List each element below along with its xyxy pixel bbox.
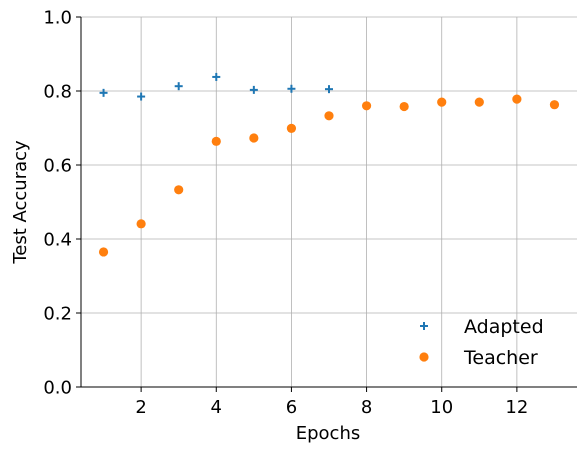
y-tick-label: 0.4 xyxy=(43,230,72,251)
legend: Adapted Teacher xyxy=(419,316,544,369)
adapted-point xyxy=(212,72,221,81)
teacher-point xyxy=(474,97,484,107)
teacher-point xyxy=(399,101,409,112)
y-tick-label: 0.0 xyxy=(43,378,72,399)
ticks: 2 4 6 8 10 12 0.0 0.2 0.4 0.6 0.8 1.0 xyxy=(43,8,528,419)
x-tick-label: 12 xyxy=(505,397,528,418)
adapted-point xyxy=(287,84,296,93)
teacher-point xyxy=(286,123,297,133)
legend-label: Adapted xyxy=(464,316,544,338)
x-tick-label: 10 xyxy=(430,397,453,418)
x-tick-label: 2 xyxy=(135,397,146,418)
data-points xyxy=(98,72,560,257)
adapted-point xyxy=(325,85,333,94)
adapted-point xyxy=(137,92,146,101)
teacher-point xyxy=(211,136,221,146)
adapted-point xyxy=(249,85,258,94)
x-axis-label: Epochs xyxy=(296,423,361,444)
legend-marker-teacher xyxy=(419,352,429,362)
teacher-point xyxy=(437,97,447,107)
teacher-point xyxy=(174,185,184,195)
teacher-point xyxy=(98,247,109,257)
axes xyxy=(80,17,577,388)
adapted-point xyxy=(174,82,183,91)
teacher-point xyxy=(136,219,146,229)
y-axis-label: Test Accuracy xyxy=(10,140,31,265)
teacher-point xyxy=(549,100,560,110)
y-tick-label: 0.2 xyxy=(43,304,72,325)
y-tick-label: 1.0 xyxy=(43,8,72,29)
y-tick-label: 0.6 xyxy=(43,156,72,177)
teacher-point xyxy=(361,101,372,111)
teacher-point xyxy=(512,94,522,104)
y-tick-label: 0.8 xyxy=(43,82,72,103)
x-tick-label: 4 xyxy=(211,397,222,418)
x-tick-label: 8 xyxy=(361,397,372,418)
teacher-point xyxy=(324,111,334,121)
x-tick-label: 6 xyxy=(286,397,297,418)
legend-label: Teacher xyxy=(463,347,538,369)
teacher-point xyxy=(249,133,259,143)
legend-marker-adapted xyxy=(420,322,428,330)
adapted-point xyxy=(99,88,108,97)
